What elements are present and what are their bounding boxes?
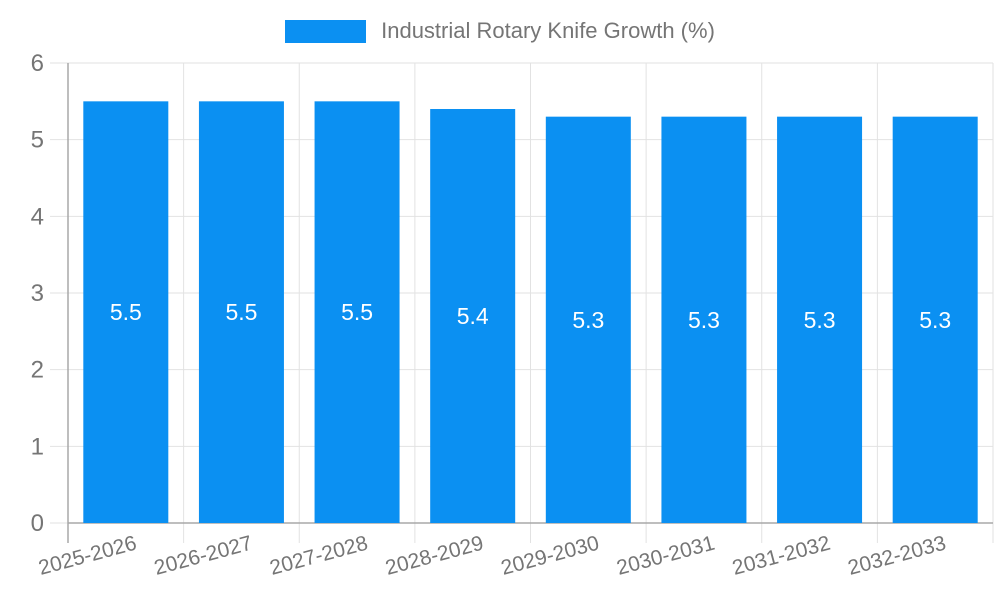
- bar-value-label: 5.5: [341, 299, 373, 325]
- x-tick-label: 2030-2031: [614, 532, 717, 580]
- x-tick-label: 2029-2030: [499, 532, 602, 580]
- bar-value-label: 5.4: [457, 303, 489, 329]
- bar-value-label: 5.3: [688, 307, 720, 333]
- y-tick-label: 6: [31, 50, 44, 77]
- bar-value-label: 5.3: [919, 307, 951, 333]
- legend-swatch[interactable]: [285, 19, 367, 43]
- x-tick-label: 2028-2029: [383, 532, 486, 580]
- bar[interactable]: [430, 109, 516, 523]
- x-tick-label: 2031-2032: [730, 532, 833, 580]
- bar-value-label: 5.3: [572, 307, 604, 333]
- x-tick-label: 2025-2026: [36, 532, 139, 580]
- bar[interactable]: [83, 101, 169, 523]
- y-tick-label: 1: [31, 433, 44, 460]
- bar-value-label: 5.5: [110, 299, 142, 325]
- bar[interactable]: [661, 116, 747, 524]
- legend-label: Industrial Rotary Knife Growth (%): [381, 18, 715, 43]
- bar[interactable]: [198, 101, 284, 523]
- x-tick-label: 2032-2033: [846, 532, 949, 580]
- x-tick-label: 2027-2028: [267, 532, 370, 580]
- x-tick-label: 2026-2027: [152, 532, 255, 580]
- legend[interactable]: Industrial Rotary Knife Growth (%): [0, 18, 1000, 44]
- y-tick-label: 3: [31, 280, 44, 307]
- y-tick-label: 5: [31, 127, 44, 154]
- bar[interactable]: [892, 116, 978, 524]
- bar[interactable]: [777, 116, 863, 524]
- bar[interactable]: [314, 101, 400, 523]
- bar-value-label: 5.3: [804, 307, 836, 333]
- bar-value-label: 5.5: [225, 299, 257, 325]
- y-tick-label: 0: [31, 510, 44, 537]
- y-tick-label: 4: [31, 203, 44, 230]
- y-tick-label: 2: [31, 357, 44, 384]
- bar[interactable]: [545, 116, 631, 524]
